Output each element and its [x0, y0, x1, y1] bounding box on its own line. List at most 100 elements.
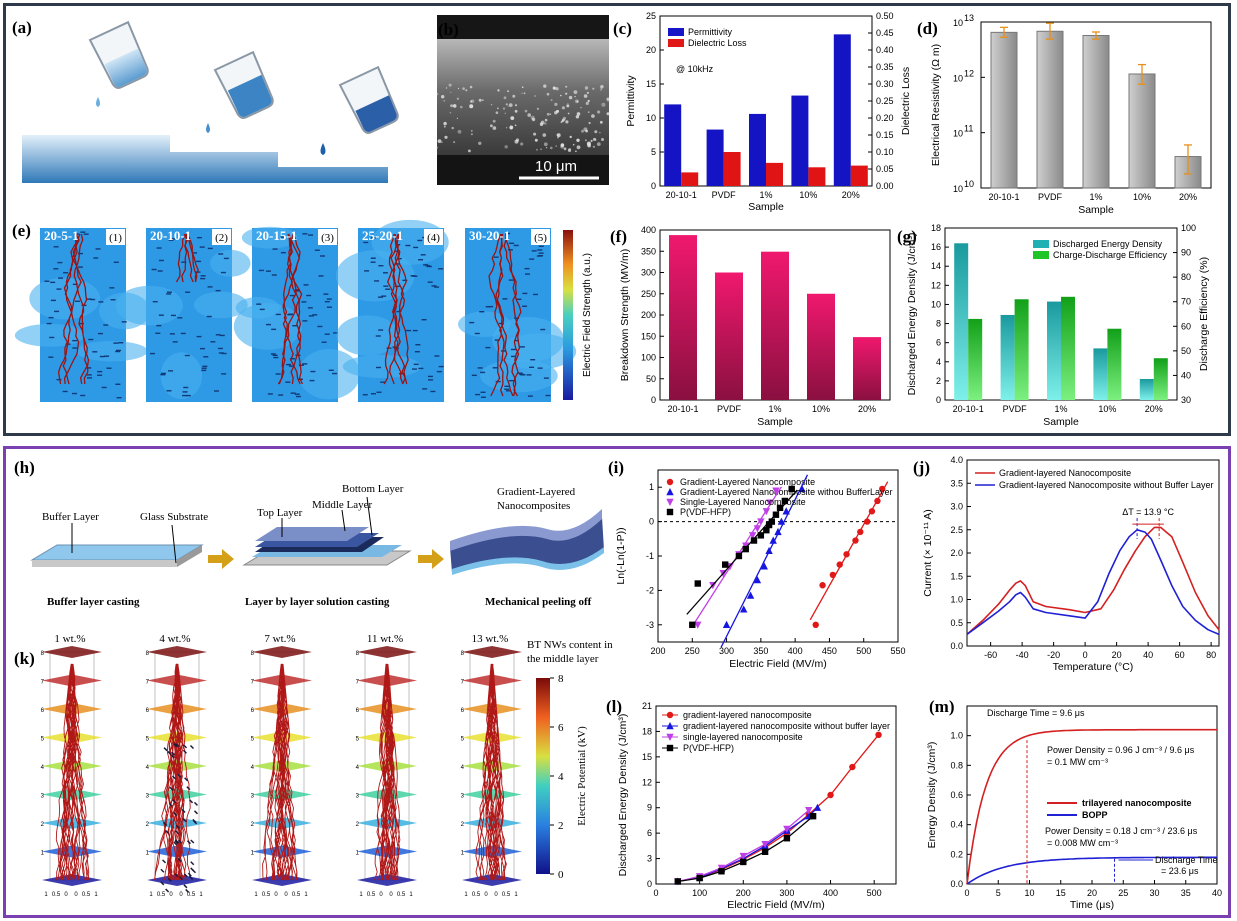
- sem-particle: [465, 89, 468, 92]
- sem-particle: [505, 103, 508, 106]
- sem-particle: [478, 141, 482, 145]
- panel-label-h: (h): [14, 458, 35, 477]
- k-sim-nanowire: [174, 830, 179, 835]
- c-bar-permittivity: [664, 104, 682, 186]
- sem-particle: [600, 88, 602, 90]
- panel-label-f: (f): [610, 227, 627, 246]
- k-sim-label: 1 wt.%: [54, 633, 85, 645]
- f-ytick-label: 200: [641, 310, 656, 320]
- sem-particle: [490, 124, 493, 128]
- k-sim-breakdown-tree: [475, 663, 507, 881]
- k-sim-nanowire: [160, 881, 165, 886]
- g-category-label: 10%: [1098, 404, 1116, 414]
- l-series-line-0: [677, 734, 880, 883]
- k-sim-nanowire: [163, 821, 168, 827]
- e-sim-number-box: [318, 229, 337, 245]
- k-sim-ytick: 3: [146, 794, 150, 800]
- i-point-series-0: [852, 537, 859, 544]
- k-sim-xtick: 1: [149, 892, 153, 898]
- g-y2tick-label: 70: [1181, 297, 1191, 307]
- k-sim-ytick: 3: [251, 794, 255, 800]
- sem-particle: [448, 83, 452, 87]
- e-sim-number: (5): [534, 232, 547, 244]
- k-sim-nanowire: [175, 743, 180, 748]
- i-xtick-label: 400: [788, 646, 803, 656]
- i-point-series-0: [829, 571, 837, 579]
- sem-particle: [544, 118, 548, 122]
- g-legend-swatch: [1033, 251, 1049, 259]
- k-title-line1: BT NWs content in: [527, 639, 613, 651]
- f-category-label: 20%: [858, 404, 876, 414]
- k-sim-nanowire: [187, 872, 192, 877]
- k-sim-ytick: 8: [41, 651, 45, 657]
- k-sim-nanowire: [183, 744, 188, 749]
- i-point-series-3: [776, 504, 784, 512]
- k-sim-xtick: 0: [64, 892, 68, 898]
- d-xlabel: Sample: [1078, 204, 1114, 216]
- k-sim-ytick: 6: [146, 708, 150, 714]
- i-fit-line-1: [720, 474, 809, 648]
- top-layer-label: Top Layer: [257, 507, 303, 519]
- j-series-line-0: [966, 526, 1220, 635]
- k-sim-nanowire: [189, 799, 194, 804]
- k-sim-ytick: 3: [356, 794, 360, 800]
- sem-particle: [441, 141, 443, 143]
- i-point-series-1: [760, 562, 768, 570]
- i-point-series-1: [740, 605, 748, 613]
- g-bar-energy: [954, 243, 969, 400]
- d-ytick-base: 10: [953, 129, 963, 139]
- e-sim-blob: [342, 354, 421, 379]
- j-xtick-label: -20: [1047, 650, 1060, 660]
- sem-particle: [507, 105, 509, 107]
- panel-label-c: (c): [613, 19, 632, 38]
- sem-particle: [576, 112, 581, 116]
- k-sim-ytick: 4: [461, 765, 465, 771]
- l-point-series-3: [740, 858, 747, 866]
- k-sim-breakdown-tree: [262, 663, 298, 881]
- sem-particle: [546, 147, 548, 149]
- m-annot-power-red-1: Power Density = 0.96 J cm⁻³ / 9.6 μs: [1047, 745, 1195, 755]
- sem-particle: [510, 116, 515, 120]
- e-sim-blob: [241, 226, 298, 249]
- f-ytick-label: 250: [641, 289, 656, 299]
- i-point-series-1: [753, 576, 762, 584]
- sem-particle: [565, 120, 569, 124]
- panel-b-sem-image: 10 μm (b): [436, 15, 610, 185]
- sem-particle: [503, 96, 507, 100]
- sem-particle: [601, 138, 604, 141]
- sem-particle: [584, 86, 589, 90]
- k-sim-ytick: 7: [356, 680, 360, 686]
- i-legend-marker-3: [666, 508, 674, 516]
- sem-particle: [586, 91, 589, 94]
- j-ytick-label: 3.5: [950, 478, 963, 488]
- g-y2tick-label: 100: [1181, 223, 1196, 233]
- e-sim-label: 30-20-1: [469, 228, 510, 243]
- f-ytick-label: 400: [641, 225, 656, 235]
- e-sim-breakdown-tree: [277, 233, 304, 385]
- k-sim-nanowire: [167, 877, 172, 882]
- sem-particle: [444, 135, 448, 139]
- g-ytick-label: 18: [931, 223, 941, 233]
- chart-g-energy: (g) 0 2 4 6 8 10 12 14 16 18 30 40 50 60 70 80 90 100 20-10…: [897, 223, 1210, 428]
- i-legend-label-2: Single-Layered Nanocomposite: [680, 497, 806, 507]
- k-sim-nanowire: [173, 743, 178, 748]
- k-sim-nanowire: [168, 802, 173, 807]
- sem-particle: [573, 90, 578, 94]
- panel-label-m: (m): [929, 697, 954, 716]
- top-layer-sheet: [255, 527, 369, 541]
- sem-particle: [542, 133, 547, 137]
- arrow-right-icon: [208, 549, 234, 569]
- sem-particle: [521, 92, 523, 95]
- k-sim-xtick: 1: [44, 892, 48, 898]
- k-sim-nanowire: [162, 859, 167, 864]
- c-y2tick-label: 0.15: [876, 130, 894, 140]
- i-xtick-label: 500: [856, 646, 871, 656]
- f-ytick-label: 150: [641, 331, 656, 341]
- k-sim-plane: [462, 646, 522, 658]
- sem-particle: [576, 100, 579, 103]
- g-y2tick-label: 30: [1181, 395, 1191, 405]
- g-category-label: 20%: [1145, 404, 1163, 414]
- c-legend-label: Permittivity: [688, 27, 733, 37]
- e-sim-breakdown-tree: [57, 233, 90, 385]
- k-sim-nanowire: [183, 884, 188, 889]
